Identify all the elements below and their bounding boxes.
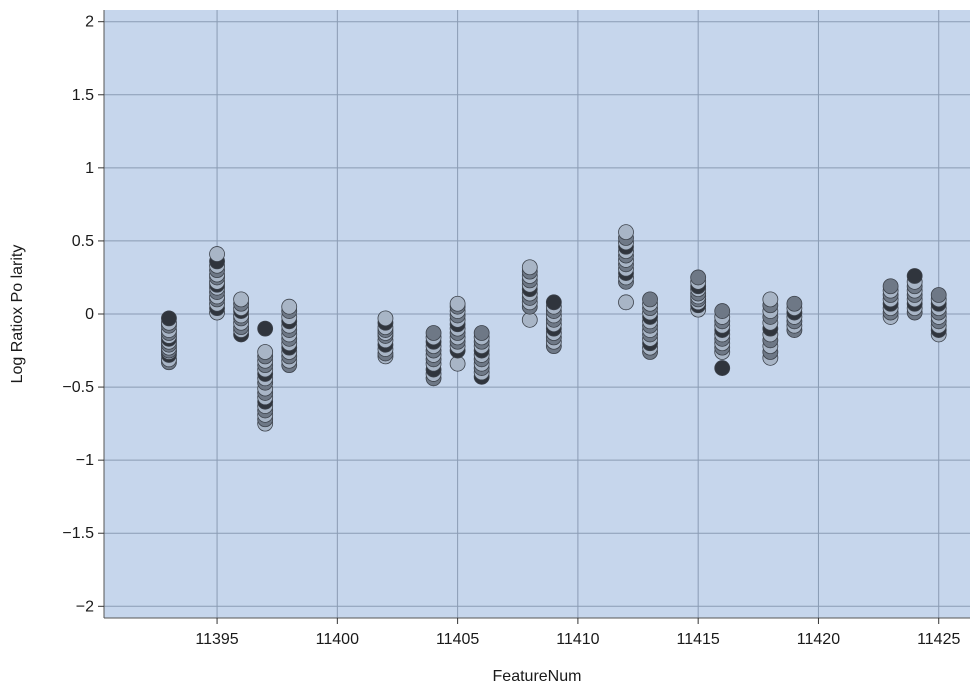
data-point-11398-13 xyxy=(281,298,298,315)
data-points xyxy=(161,224,947,432)
x-tick-label-0: 11395 xyxy=(195,631,238,648)
y-tick-label-1: 1.5 xyxy=(72,87,94,104)
data-point-11416-0 xyxy=(714,360,731,376)
data-point-11408-10 xyxy=(521,259,538,276)
data-point-11395-14 xyxy=(209,246,225,262)
data-point-11405-0 xyxy=(449,355,466,372)
y-tick-label-4: 0 xyxy=(85,306,94,323)
data-point-11418-10 xyxy=(762,291,779,308)
data-point-11412-0 xyxy=(618,294,634,311)
x-tick-label-4: 11415 xyxy=(677,631,720,648)
data-point-11424-8 xyxy=(906,268,923,284)
y-tick-label-2: 1 xyxy=(85,160,94,177)
data-point-11419-6 xyxy=(786,295,803,312)
data-point-11423-7 xyxy=(882,278,899,295)
x-tick-label-5: 11420 xyxy=(797,631,840,648)
data-point-11402-10 xyxy=(377,310,394,327)
data-point-11393-14 xyxy=(161,310,177,327)
data-point-11408-0 xyxy=(521,311,538,328)
data-point-11396-9 xyxy=(233,291,250,308)
y-axis-ticks: 2 1.5 1 0.5 0 −0.5 −1 −1.5 −2 xyxy=(62,14,104,615)
data-point-11413-12 xyxy=(642,291,658,308)
data-point-11397-17 xyxy=(257,320,274,337)
data-point-11406-10 xyxy=(473,325,490,341)
y-tick-label-5: −0.5 xyxy=(62,379,94,396)
x-axis-title: FeatureNum xyxy=(493,668,582,685)
data-point-11412-12 xyxy=(618,224,634,241)
data-point-11397-16 xyxy=(257,344,274,360)
x-axis-ticks: 11395 11400 11405 11410 11415 11420 11425 xyxy=(195,618,960,648)
data-point-11405-12 xyxy=(449,295,466,312)
y-axis-title: Log Ratiox Po larity xyxy=(9,245,26,384)
y-tick-label-3: 0.5 xyxy=(72,233,94,250)
data-point-11404-10 xyxy=(425,325,442,341)
grid-lines xyxy=(104,10,970,618)
data-point-11415-9 xyxy=(690,269,707,286)
y-tick-label-8: −2 xyxy=(76,598,94,615)
data-point-11425-9 xyxy=(930,287,947,303)
y-tick-label-6: −1 xyxy=(76,452,94,469)
data-point-11409-10 xyxy=(545,294,562,311)
x-tick-label-3: 11410 xyxy=(556,631,599,648)
x-tick-label-1: 11400 xyxy=(316,631,359,648)
data-point-11416-10 xyxy=(714,303,731,319)
x-tick-label-6: 11425 xyxy=(917,631,960,648)
y-tick-label-7: −1.5 xyxy=(62,525,94,542)
y-tick-label-0: 2 xyxy=(85,14,94,31)
x-tick-label-2: 11405 xyxy=(436,631,479,648)
